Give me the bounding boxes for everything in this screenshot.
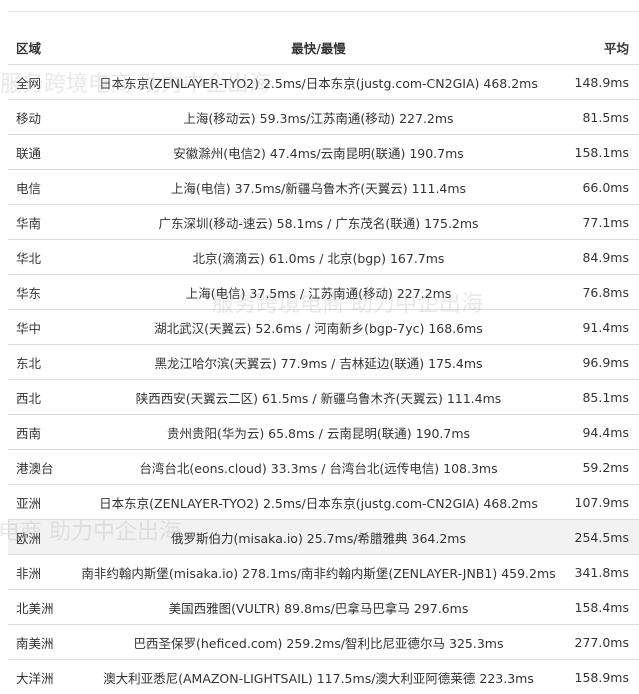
average-cell: 341.8ms: [568, 555, 639, 590]
region-cell: 移动: [8, 100, 69, 135]
range-cell: 日本东京(ZENLAYER-TYO2) 2.5ms/日本东京(justg.com…: [69, 485, 568, 520]
table-row: 西北陕西西安(天翼云二区) 61.5ms / 新疆乌鲁木齐(天翼云) 111.4…: [8, 380, 639, 415]
region-cell: 港澳台: [8, 450, 69, 485]
table-header-row: 区域 最快/最慢 平均: [8, 30, 639, 65]
region-cell: 欧洲: [8, 520, 69, 555]
range-cell: 黑龙江哈尔滨(天翼云) 77.9ms / 吉林延边(联通) 175.4ms: [69, 345, 568, 380]
region-cell: 全网: [8, 65, 69, 100]
average-cell: 91.4ms: [568, 310, 639, 345]
region-cell: 华东: [8, 275, 69, 310]
average-cell: 96.9ms: [568, 345, 639, 380]
range-cell: 贵州贵阳(华为云) 65.8ms / 云南昆明(联通) 190.7ms: [69, 415, 568, 450]
table-row: 大洋洲澳大利亚悉尼(AMAZON-LIGHTSAIL) 117.5ms/澳大利亚…: [8, 660, 639, 694]
range-cell: 上海(移动云) 59.3ms/江苏南通(移动) 227.2ms: [69, 100, 568, 135]
region-cell: 亚洲: [8, 485, 69, 520]
region-cell: 电信: [8, 170, 69, 205]
average-cell: 81.5ms: [568, 100, 639, 135]
top-divider: [8, 11, 639, 12]
range-cell: 陕西西安(天翼云二区) 61.5ms / 新疆乌鲁木齐(天翼云) 111.4ms: [69, 380, 568, 415]
range-cell: 巴西圣保罗(heficed.com) 259.2ms/智利比尼亚德尔马 325.…: [69, 625, 568, 660]
region-cell: 东北: [8, 345, 69, 380]
range-cell: 安徽滁州(电信2) 47.4ms/云南昆明(联通) 190.7ms: [69, 135, 568, 170]
region-cell: 联通: [8, 135, 69, 170]
range-cell: 南非约翰内斯堡(misaka.io) 278.1ms/南非约翰内斯堡(ZENLA…: [69, 555, 568, 590]
range-cell: 广东深圳(移动-速云) 58.1ms / 广东茂名(联通) 175.2ms: [69, 205, 568, 240]
region-cell: 非洲: [8, 555, 69, 590]
average-cell: 94.4ms: [568, 415, 639, 450]
region-cell: 北美洲: [8, 590, 69, 625]
range-cell: 日本东京(ZENLAYER-TYO2) 2.5ms/日本东京(justg.com…: [69, 65, 568, 100]
range-cell: 上海(电信) 37.5ms/新疆乌鲁木齐(天翼云) 111.4ms: [69, 170, 568, 205]
range-cell: 湖北武汉(天翼云) 52.6ms / 河南新乡(bgp-7yc) 168.6ms: [69, 310, 568, 345]
average-cell: 277.0ms: [568, 625, 639, 660]
range-cell: 北京(滴滴云) 61.0ms / 北京(bgp) 167.7ms: [69, 240, 568, 275]
header-region: 区域: [8, 30, 69, 65]
average-cell: 107.9ms: [568, 485, 639, 520]
average-cell: 59.2ms: [568, 450, 639, 485]
header-fastest-slowest: 最快/最慢: [69, 30, 568, 65]
range-cell: 台湾台北(eons.cloud) 33.3ms / 台湾台北(远传电信) 108…: [69, 450, 568, 485]
table-row: 港澳台台湾台北(eons.cloud) 33.3ms / 台湾台北(远传电信) …: [8, 450, 639, 485]
region-cell: 南美洲: [8, 625, 69, 660]
average-cell: 158.4ms: [568, 590, 639, 625]
range-cell: 上海(电信) 37.5ms / 江苏南通(移动) 227.2ms: [69, 275, 568, 310]
average-cell: 158.1ms: [568, 135, 639, 170]
table-row: 全网日本东京(ZENLAYER-TYO2) 2.5ms/日本东京(justg.c…: [8, 65, 639, 100]
average-cell: 85.1ms: [568, 380, 639, 415]
range-cell: 美国西雅图(VULTR) 89.8ms/巴拿马巴拿马 297.6ms: [69, 590, 568, 625]
region-cell: 西南: [8, 415, 69, 450]
region-cell: 大洋洲: [8, 660, 69, 694]
average-cell: 66.0ms: [568, 170, 639, 205]
average-cell: 77.1ms: [568, 205, 639, 240]
average-cell: 148.9ms: [568, 65, 639, 100]
table-row: 亚洲日本东京(ZENLAYER-TYO2) 2.5ms/日本东京(justg.c…: [8, 485, 639, 520]
average-cell: 158.9ms: [568, 660, 639, 694]
region-cell: 西北: [8, 380, 69, 415]
region-cell: 华中: [8, 310, 69, 345]
average-cell: 76.8ms: [568, 275, 639, 310]
header-average: 平均: [568, 30, 639, 65]
average-cell: 84.9ms: [568, 240, 639, 275]
table-row: 非洲南非约翰内斯堡(misaka.io) 278.1ms/南非约翰内斯堡(ZEN…: [8, 555, 639, 590]
table-row: 南美洲巴西圣保罗(heficed.com) 259.2ms/智利比尼亚德尔马 3…: [8, 625, 639, 660]
region-cell: 华北: [8, 240, 69, 275]
region-cell: 华南: [8, 205, 69, 240]
latency-table: 区域 最快/最慢 平均 全网日本东京(ZENLAYER-TYO2) 2.5ms/…: [8, 30, 639, 694]
average-cell: 254.5ms: [568, 520, 639, 555]
range-cell: 澳大利亚悉尼(AMAZON-LIGHTSAIL) 117.5ms/澳大利亚阿德莱…: [69, 660, 568, 694]
table-row: 华中湖北武汉(天翼云) 52.6ms / 河南新乡(bgp-7yc) 168.6…: [8, 310, 639, 345]
range-cell: 俄罗斯伯力(misaka.io) 25.7ms/希腊雅典 364.2ms: [69, 520, 568, 555]
